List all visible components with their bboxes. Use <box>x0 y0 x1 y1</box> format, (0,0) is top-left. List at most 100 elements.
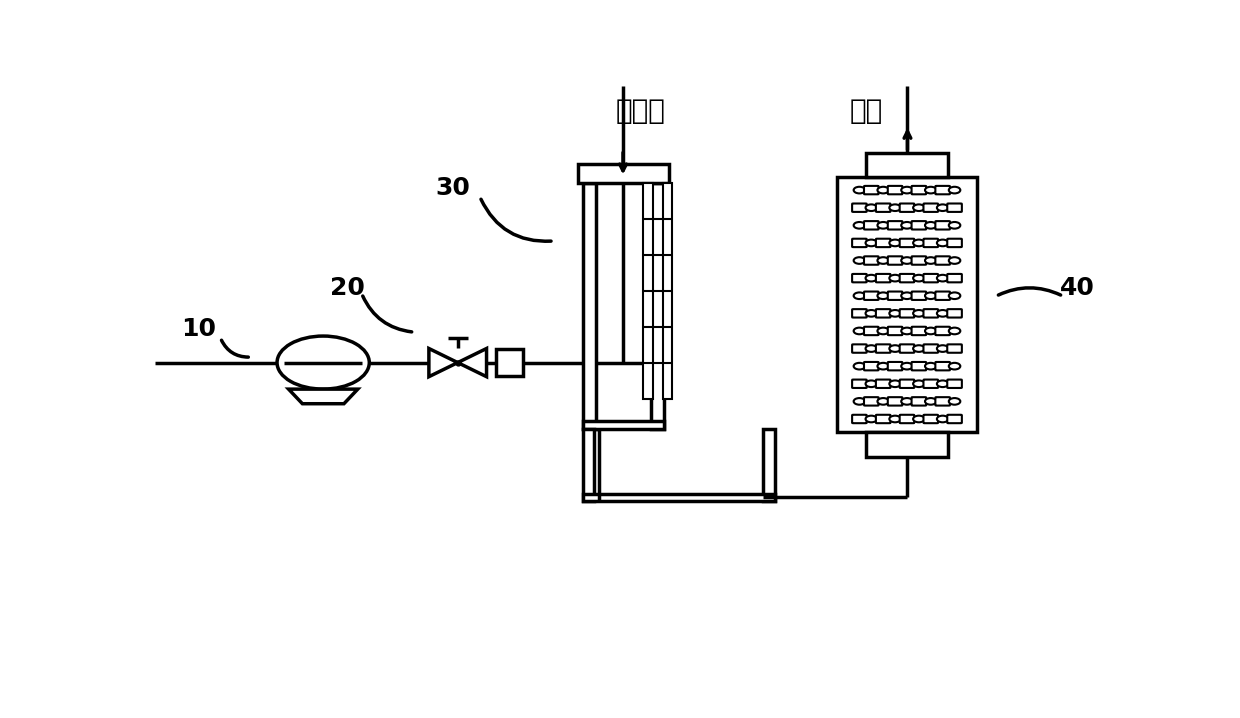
Circle shape <box>949 363 960 370</box>
Bar <box>866 152 947 177</box>
Circle shape <box>853 292 866 299</box>
FancyBboxPatch shape <box>852 380 867 388</box>
FancyArrowPatch shape <box>363 296 412 332</box>
Circle shape <box>878 363 889 370</box>
FancyBboxPatch shape <box>852 415 867 423</box>
FancyBboxPatch shape <box>888 397 903 406</box>
FancyBboxPatch shape <box>875 203 890 212</box>
FancyBboxPatch shape <box>911 292 926 300</box>
Circle shape <box>878 187 889 193</box>
FancyBboxPatch shape <box>852 309 867 317</box>
FancyBboxPatch shape <box>935 256 950 265</box>
FancyBboxPatch shape <box>900 345 914 353</box>
FancyBboxPatch shape <box>947 415 962 423</box>
Circle shape <box>901 363 913 370</box>
FancyBboxPatch shape <box>935 362 950 370</box>
FancyBboxPatch shape <box>935 221 950 230</box>
Circle shape <box>866 345 877 352</box>
Circle shape <box>889 310 900 317</box>
FancyArrowPatch shape <box>222 340 248 357</box>
Text: 40: 40 <box>1060 276 1095 300</box>
FancyBboxPatch shape <box>924 345 939 353</box>
FancyBboxPatch shape <box>900 203 914 212</box>
Circle shape <box>889 240 900 246</box>
Circle shape <box>878 257 889 264</box>
Circle shape <box>901 187 913 193</box>
Circle shape <box>853 222 866 228</box>
Circle shape <box>878 292 889 299</box>
Circle shape <box>866 205 877 211</box>
FancyBboxPatch shape <box>875 345 890 353</box>
FancyBboxPatch shape <box>864 292 879 300</box>
Bar <box>837 177 977 432</box>
Text: 30: 30 <box>435 177 470 200</box>
Circle shape <box>889 275 900 281</box>
Circle shape <box>866 310 877 317</box>
FancyBboxPatch shape <box>924 309 939 317</box>
Circle shape <box>937 240 949 246</box>
Circle shape <box>925 187 936 193</box>
Circle shape <box>878 327 889 335</box>
Text: 10: 10 <box>181 317 216 342</box>
Bar <box>496 349 523 376</box>
Circle shape <box>878 222 889 228</box>
Circle shape <box>901 292 913 299</box>
Circle shape <box>277 336 370 389</box>
Circle shape <box>925 327 936 335</box>
Bar <box>764 429 775 501</box>
Text: 氧化剂: 氧化剂 <box>615 97 665 125</box>
FancyBboxPatch shape <box>875 274 890 282</box>
FancyBboxPatch shape <box>947 309 962 317</box>
FancyBboxPatch shape <box>888 186 903 195</box>
Bar <box>583 183 596 429</box>
FancyBboxPatch shape <box>924 380 939 388</box>
FancyBboxPatch shape <box>864 221 879 230</box>
Circle shape <box>901 327 913 335</box>
FancyBboxPatch shape <box>864 397 879 406</box>
Circle shape <box>937 381 949 387</box>
FancyBboxPatch shape <box>935 186 950 195</box>
Circle shape <box>913 275 925 281</box>
Circle shape <box>901 398 913 405</box>
FancyBboxPatch shape <box>924 238 939 247</box>
FancyBboxPatch shape <box>947 345 962 353</box>
Circle shape <box>937 275 949 281</box>
Circle shape <box>913 205 925 211</box>
Circle shape <box>949 222 960 228</box>
FancyBboxPatch shape <box>852 238 867 247</box>
Circle shape <box>949 187 960 193</box>
Text: 20: 20 <box>330 276 365 300</box>
Circle shape <box>866 275 877 281</box>
Circle shape <box>878 398 889 405</box>
FancyBboxPatch shape <box>852 274 867 282</box>
FancyBboxPatch shape <box>852 345 867 353</box>
FancyBboxPatch shape <box>875 415 890 423</box>
FancyBboxPatch shape <box>888 362 903 370</box>
Bar <box>583 421 665 429</box>
Text: 出口: 出口 <box>849 97 883 125</box>
Circle shape <box>937 416 949 422</box>
Circle shape <box>913 345 925 352</box>
FancyBboxPatch shape <box>875 380 890 388</box>
Circle shape <box>925 363 936 370</box>
FancyBboxPatch shape <box>911 362 926 370</box>
FancyBboxPatch shape <box>924 203 939 212</box>
FancyBboxPatch shape <box>911 221 926 230</box>
FancyBboxPatch shape <box>935 397 950 406</box>
FancyBboxPatch shape <box>900 415 914 423</box>
FancyBboxPatch shape <box>875 309 890 317</box>
Circle shape <box>853 257 866 264</box>
Circle shape <box>949 257 960 264</box>
FancyBboxPatch shape <box>900 274 914 282</box>
FancyBboxPatch shape <box>911 327 926 335</box>
Circle shape <box>925 292 936 299</box>
FancyBboxPatch shape <box>911 397 926 406</box>
FancyBboxPatch shape <box>888 256 903 265</box>
Circle shape <box>949 327 960 335</box>
Bar <box>578 164 670 183</box>
Circle shape <box>866 381 877 387</box>
FancyArrowPatch shape <box>481 200 551 241</box>
FancyBboxPatch shape <box>924 415 939 423</box>
Circle shape <box>949 398 960 405</box>
Circle shape <box>913 310 925 317</box>
